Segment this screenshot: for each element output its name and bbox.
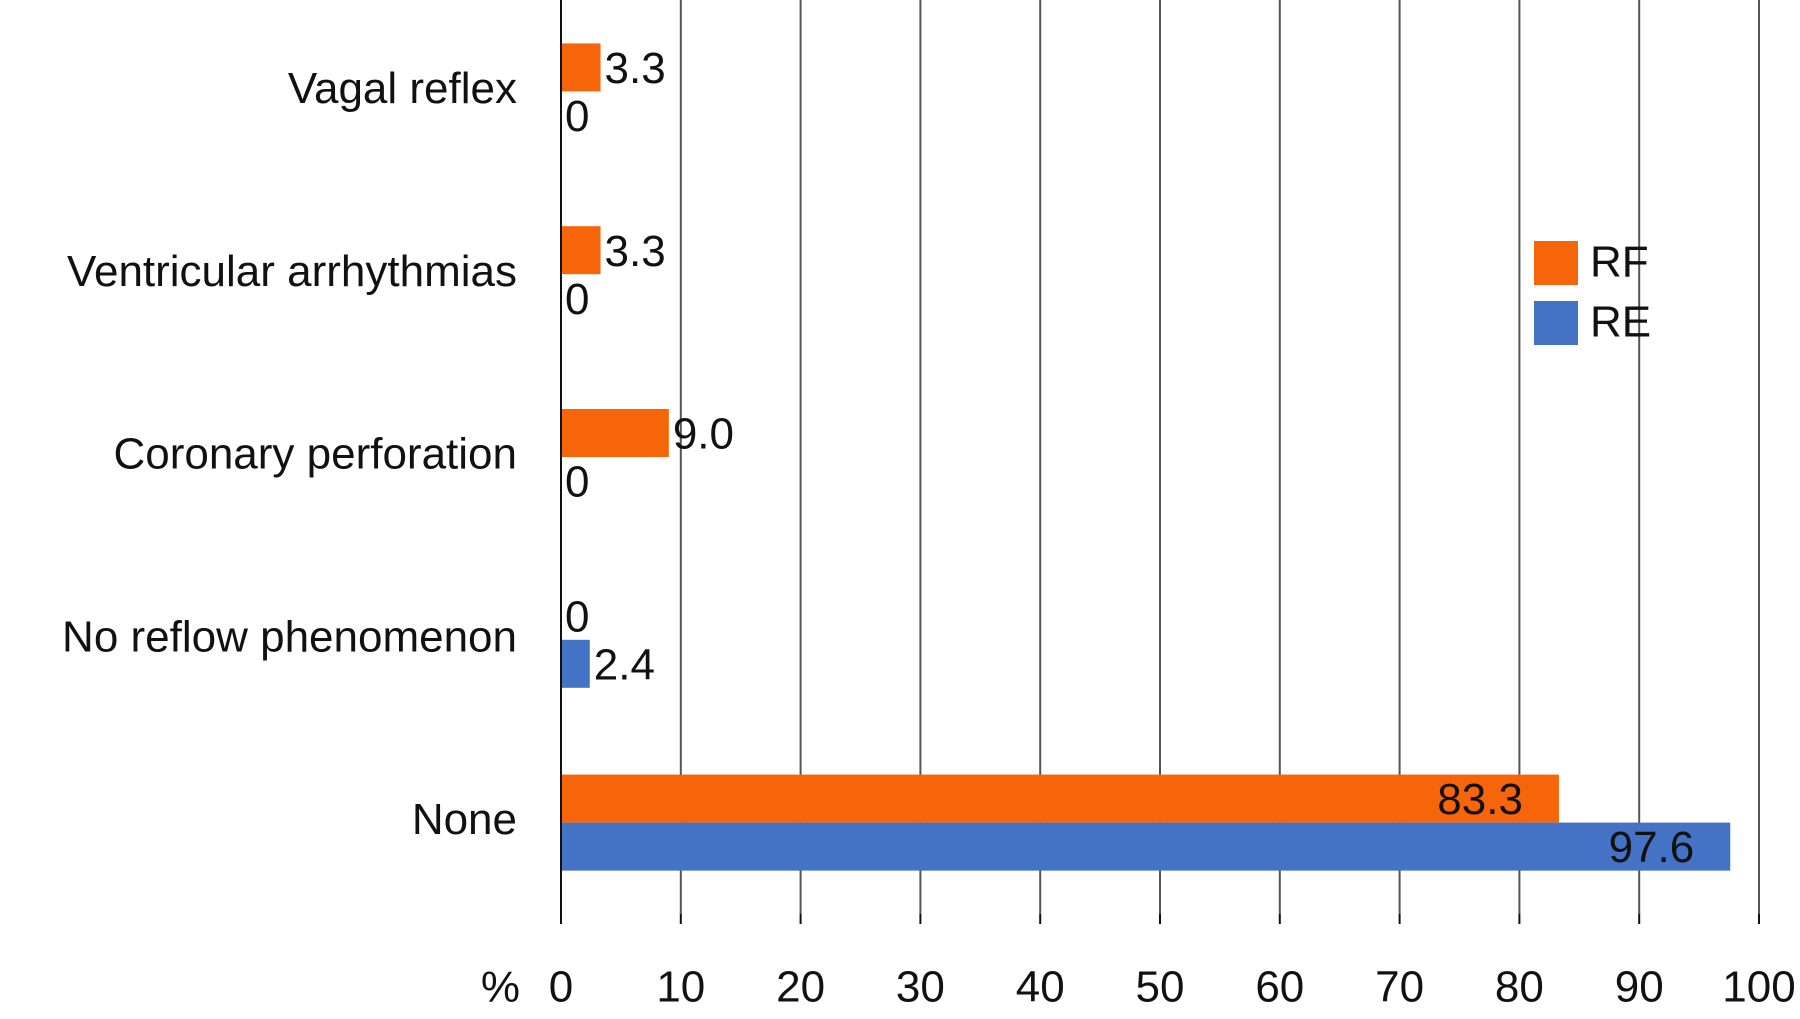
x-tick-label: 50 (1136, 963, 1185, 1012)
x-axis-label: % (481, 963, 520, 1012)
value-label: 2.4 (594, 640, 655, 689)
category-label: No reflow phenomenon (62, 612, 517, 661)
bar (561, 822, 1731, 871)
value-label: 3.3 (605, 227, 666, 276)
bar (561, 774, 1559, 823)
legend-label: RE (1590, 298, 1651, 347)
value-label: 97.6 (1609, 823, 1695, 872)
category-label: None (412, 795, 517, 844)
legend-swatch (1534, 301, 1578, 345)
x-tick-label: 90 (1615, 963, 1664, 1012)
x-tick-label: 80 (1495, 963, 1544, 1012)
value-label: 0 (565, 592, 589, 641)
x-tick-label: 30 (896, 963, 945, 1012)
value-label: 9.0 (673, 410, 734, 459)
legend-swatch (1534, 241, 1578, 285)
x-tick-label: 60 (1255, 963, 1304, 1012)
category-label: Vagal reflex (288, 64, 517, 113)
bar (561, 43, 601, 92)
value-label: 3.3 (605, 44, 666, 93)
x-tick-label: 100 (1722, 963, 1795, 1012)
value-label: 0 (565, 275, 589, 324)
value-label: 83.3 (1437, 775, 1523, 824)
x-tick-label: 70 (1375, 963, 1424, 1012)
x-tick-label: 0 (549, 963, 573, 1012)
category-label: Coronary perforation (113, 430, 517, 479)
x-tick-label: 40 (1016, 963, 1065, 1012)
bar (561, 409, 669, 457)
bar (561, 639, 590, 688)
x-tick-label: 20 (776, 963, 825, 1012)
value-label: 0 (565, 92, 589, 141)
category-label: Ventricular arrhythmias (67, 247, 517, 296)
bar (561, 226, 601, 275)
x-tick-label: 10 (656, 963, 705, 1012)
value-label: 0 (565, 458, 589, 507)
legend-label: RF (1590, 238, 1649, 287)
